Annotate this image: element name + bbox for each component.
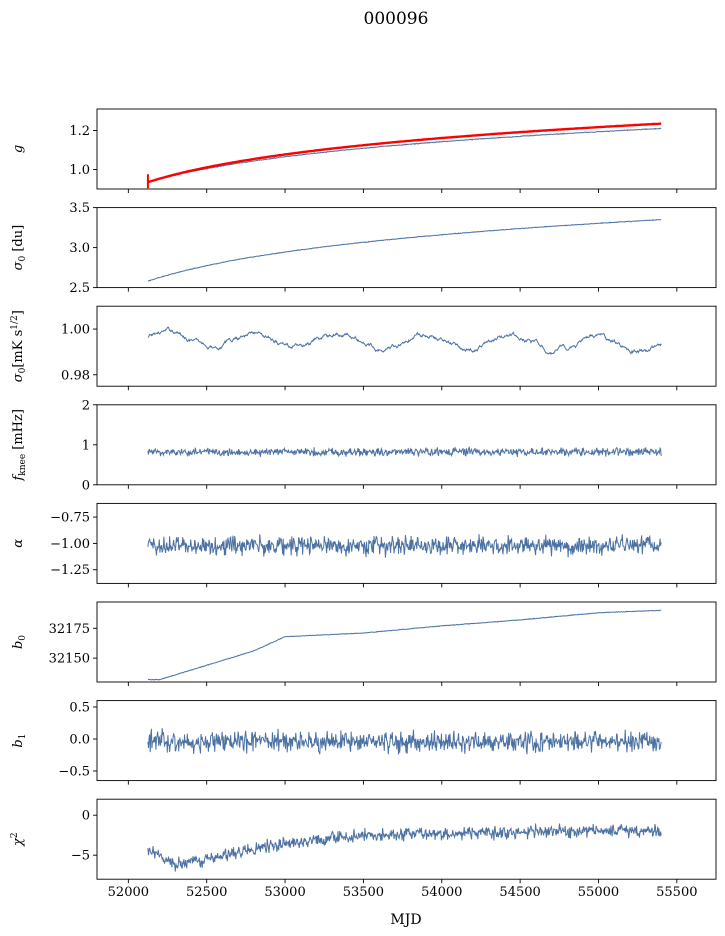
subplot-4: 0 1 2 fknee [mHz] xyxy=(11,398,717,493)
subplots: 1.0 1.2 g 2.5 3.0 3.5 σ0 [du] 0.98 1.00 σ0[mK s1/… xyxy=(10,108,717,900)
figure-title: 000096 xyxy=(364,9,429,29)
x-tick-label: 54500 xyxy=(499,885,540,900)
y-axis-label-3: σ0[mK s1/2] xyxy=(10,310,28,382)
series-line-7 xyxy=(147,728,662,755)
y-axis-label-7: b1 xyxy=(11,734,28,748)
fit-line xyxy=(147,122,662,184)
x-tick-label: 52000 xyxy=(108,885,149,900)
y-tick-label: −0.5 xyxy=(58,765,90,780)
y-tick-label: −0.75 xyxy=(50,511,90,526)
y-tick-label: 1.2 xyxy=(69,124,90,139)
y-tick-label: −1.25 xyxy=(50,563,90,578)
axes-frame-2 xyxy=(96,207,717,289)
x-tick-label: 53000 xyxy=(264,885,305,900)
y-tick-label: 0.98 xyxy=(61,368,90,383)
axes-frame-3 xyxy=(96,305,717,387)
y-tick-label: 2.5 xyxy=(69,281,90,296)
y-axis-label-1: g xyxy=(11,145,26,153)
x-tick-label: 52500 xyxy=(186,885,227,900)
x-tick-label: 53500 xyxy=(343,885,384,900)
y-tick-label: 32175 xyxy=(49,622,90,637)
y-tick-label: −5 xyxy=(71,849,90,864)
x-tick-label: 55500 xyxy=(656,885,697,900)
y-axis-label-6: b0 xyxy=(11,635,28,649)
subplot-3: 0.98 1.00 σ0[mK s1/2] xyxy=(10,305,717,391)
series-line-4 xyxy=(147,446,662,458)
axes-frame-6 xyxy=(96,601,717,683)
y-tick-label: 0 xyxy=(82,478,90,493)
y-tick-label: 32150 xyxy=(49,652,90,667)
x-tick-label: 55000 xyxy=(578,885,619,900)
y-tick-label: 0.5 xyxy=(69,701,90,716)
x-axis-label: MJD xyxy=(390,912,421,928)
y-tick-label: 3.0 xyxy=(69,241,90,256)
axes-frame-4 xyxy=(96,404,717,486)
y-tick-label: 0 xyxy=(82,809,90,824)
y-tick-label: 1 xyxy=(82,438,90,453)
series-line-3 xyxy=(147,326,662,355)
y-tick-label: 3.5 xyxy=(69,201,90,216)
y-axis-label-8: χ2 xyxy=(10,832,26,847)
y-tick-label: 1.00 xyxy=(61,323,90,338)
subplot-2: 2.5 3.0 3.5 σ0 [du] xyxy=(11,201,717,296)
subplot-6: 32150 32175 b0 xyxy=(11,601,717,686)
subplot-5: −1.25 −1.00 −0.75 α xyxy=(11,502,717,588)
y-tick-label: 2 xyxy=(82,398,90,413)
series-line-2 xyxy=(147,219,662,282)
x-tick-label: 54000 xyxy=(421,885,462,900)
series-line-5 xyxy=(147,534,662,558)
axes-frame-7 xyxy=(96,700,717,782)
axes-frame-8 xyxy=(96,798,717,880)
y-tick-label: −1.00 xyxy=(50,537,90,552)
y-axis-label-5: α xyxy=(11,539,26,548)
series-line-8 xyxy=(147,823,662,872)
subplot-1: 1.0 1.2 g xyxy=(11,108,717,193)
y-tick-label: 0.0 xyxy=(69,733,90,748)
series-line-6 xyxy=(147,609,662,681)
subplot-7: −0.5 0.0 0.5 b1 xyxy=(11,700,717,785)
axes-frame-1 xyxy=(96,108,717,190)
series-line-1 xyxy=(147,127,662,183)
y-axis-label-2: σ0 [du] xyxy=(11,225,28,271)
y-tick-label: 1.0 xyxy=(69,163,90,178)
subplot-8: 52000 52500 53000 53500 54000 54500 55000 55500… xyxy=(10,798,717,900)
y-axis-label-4: fknee [mHz] xyxy=(11,409,28,482)
